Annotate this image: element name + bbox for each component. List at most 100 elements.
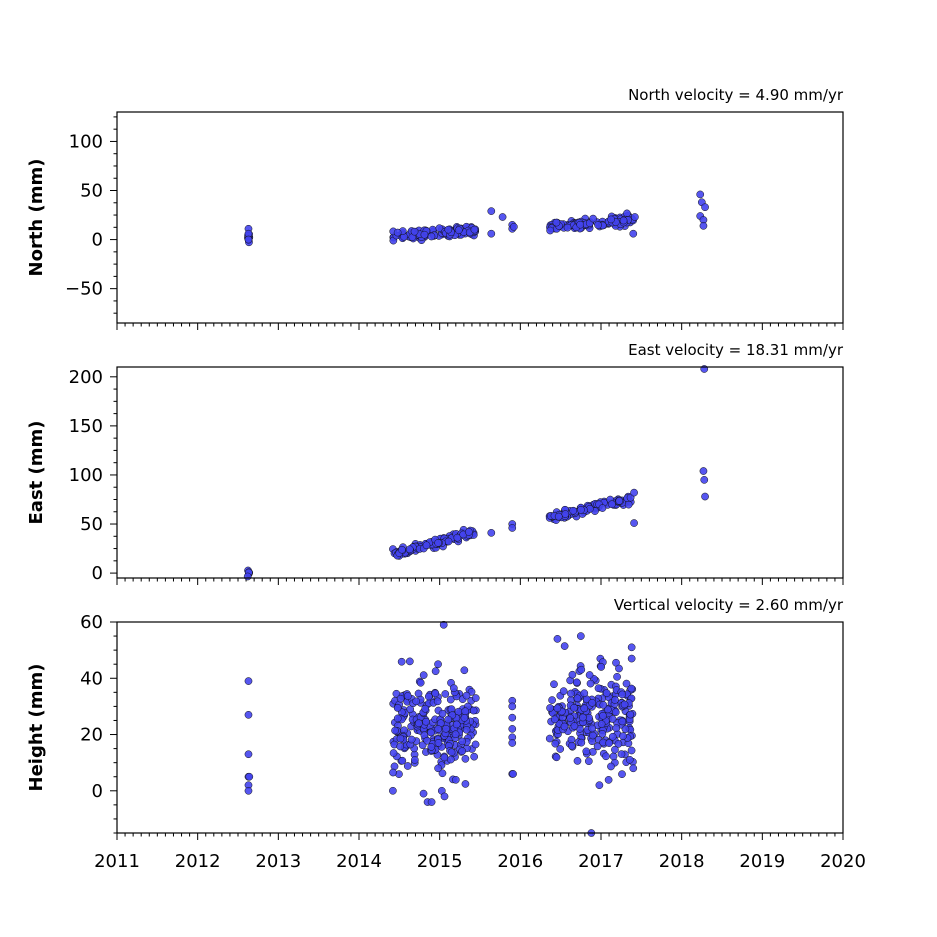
- x-tick-label: 2016: [497, 851, 543, 872]
- north-data-point: [393, 228, 402, 237]
- height-data-point: [403, 762, 412, 770]
- east-y-tick-label: 150: [69, 416, 103, 437]
- height-data-point: [619, 732, 627, 740]
- height-data-point: [419, 789, 428, 798]
- height-data-point: [618, 717, 627, 726]
- height-data-point: [389, 768, 397, 777]
- height-data-point: [567, 689, 575, 698]
- east-data-points: [243, 365, 709, 581]
- north-data-point: [701, 203, 709, 212]
- north-data-point: [410, 227, 419, 236]
- height-data-point: [579, 713, 587, 722]
- east-data-point: [630, 519, 638, 527]
- height-data-point: [398, 756, 407, 765]
- height-data-point: [546, 704, 554, 712]
- height-data-point: [556, 745, 565, 753]
- height-data-point: [614, 740, 623, 748]
- height-data-point: [622, 679, 631, 688]
- north-data-point: [487, 207, 496, 215]
- north-data-point: [510, 222, 518, 231]
- height-data-point: [397, 657, 406, 666]
- east-data-point: [453, 533, 462, 542]
- height-data-point: [440, 753, 449, 762]
- north-data-point: [552, 218, 561, 227]
- height-data-point: [431, 667, 440, 676]
- height-data-point: [627, 684, 636, 693]
- east-panel: East velocity = 18.31 mm/yr East (mm) 0 5…: [26, 341, 844, 585]
- height-data-point: [627, 643, 636, 652]
- height-data-point: [553, 704, 562, 713]
- height-data-point: [586, 679, 595, 688]
- height-data-point: [434, 660, 442, 669]
- height-data-point: [434, 725, 443, 733]
- height-data-point: [454, 707, 463, 716]
- north-y-tick-label: 50: [80, 181, 103, 202]
- east-y-tick-label: 0: [92, 563, 103, 584]
- height-data-point: [508, 713, 517, 722]
- north-data-point: [594, 221, 602, 229]
- height-data-point: [588, 724, 597, 733]
- height-data-point: [421, 704, 430, 713]
- height-data-point: [460, 666, 469, 675]
- height-data-point: [414, 719, 423, 728]
- height-data-point: [391, 726, 399, 735]
- north-data-point: [623, 209, 631, 218]
- height-panel: Vertical velocity = 2.60 mm/yr Height (m…: [26, 596, 866, 872]
- height-data-point: [577, 665, 586, 674]
- height-data-point: [560, 722, 569, 731]
- height-data-point: [406, 705, 415, 714]
- north-data-point: [498, 213, 507, 221]
- height-data-point: [509, 770, 517, 778]
- height-data-point: [410, 756, 419, 764]
- east-axis-ticks: 0 50 100 150 200: [69, 367, 844, 585]
- height-data-point: [626, 710, 635, 719]
- north-data-point: [699, 221, 708, 230]
- x-tick-label: 2017: [578, 851, 624, 872]
- north-data-point: [563, 223, 572, 232]
- height-data-point: [559, 687, 568, 695]
- east-data-point: [699, 467, 708, 475]
- height-data-point: [460, 714, 469, 722]
- height-data-point: [611, 745, 619, 754]
- height-data-point: [580, 689, 589, 698]
- height-data-point: [462, 691, 471, 700]
- height-data-point: [508, 702, 517, 711]
- height-data-point: [573, 694, 582, 703]
- east-data-point: [569, 506, 578, 515]
- height-data-point: [434, 739, 443, 747]
- height-data-point: [416, 678, 425, 687]
- height-data-point: [444, 715, 453, 724]
- height-data-point: [471, 740, 480, 749]
- x-tick-label: 2014: [336, 851, 382, 872]
- height-data-point: [611, 696, 619, 704]
- east-velocity-label: East velocity = 18.31 mm/yr: [628, 341, 844, 359]
- height-data-point: [451, 775, 460, 784]
- height-data-points: [244, 620, 638, 837]
- height-data-point: [580, 704, 589, 713]
- height-data-point: [441, 690, 450, 698]
- height-data-point: [552, 753, 561, 762]
- height-data-point: [470, 752, 479, 761]
- north-data-point: [470, 225, 479, 234]
- height-data-point: [440, 792, 449, 801]
- height-data-point: [442, 724, 450, 733]
- height-data-point: [589, 731, 597, 740]
- height-y-tick-label: 40: [80, 668, 103, 689]
- height-data-point: [585, 671, 594, 679]
- height-data-point: [419, 671, 428, 679]
- north-panel: North velocity = 4.90 mm/yr North (mm) −…: [26, 86, 844, 330]
- height-data-point: [611, 708, 620, 717]
- east-data-point: [422, 541, 431, 550]
- height-data-point: [244, 786, 253, 795]
- height-axis-ticks: 2011 2012 2013 2014 2015 2016 2017 2018 2019 2020…: [80, 612, 866, 872]
- north-data-point: [244, 235, 253, 244]
- height-data-point: [431, 689, 440, 698]
- north-data-point: [454, 226, 463, 235]
- height-data-point: [422, 717, 430, 726]
- height-data-point: [244, 677, 253, 685]
- east-plot-frame: [116, 366, 844, 579]
- height-data-point: [245, 772, 254, 781]
- height-data-point: [612, 724, 621, 733]
- height-y-tick-label: 20: [80, 725, 103, 746]
- height-data-point: [438, 769, 447, 778]
